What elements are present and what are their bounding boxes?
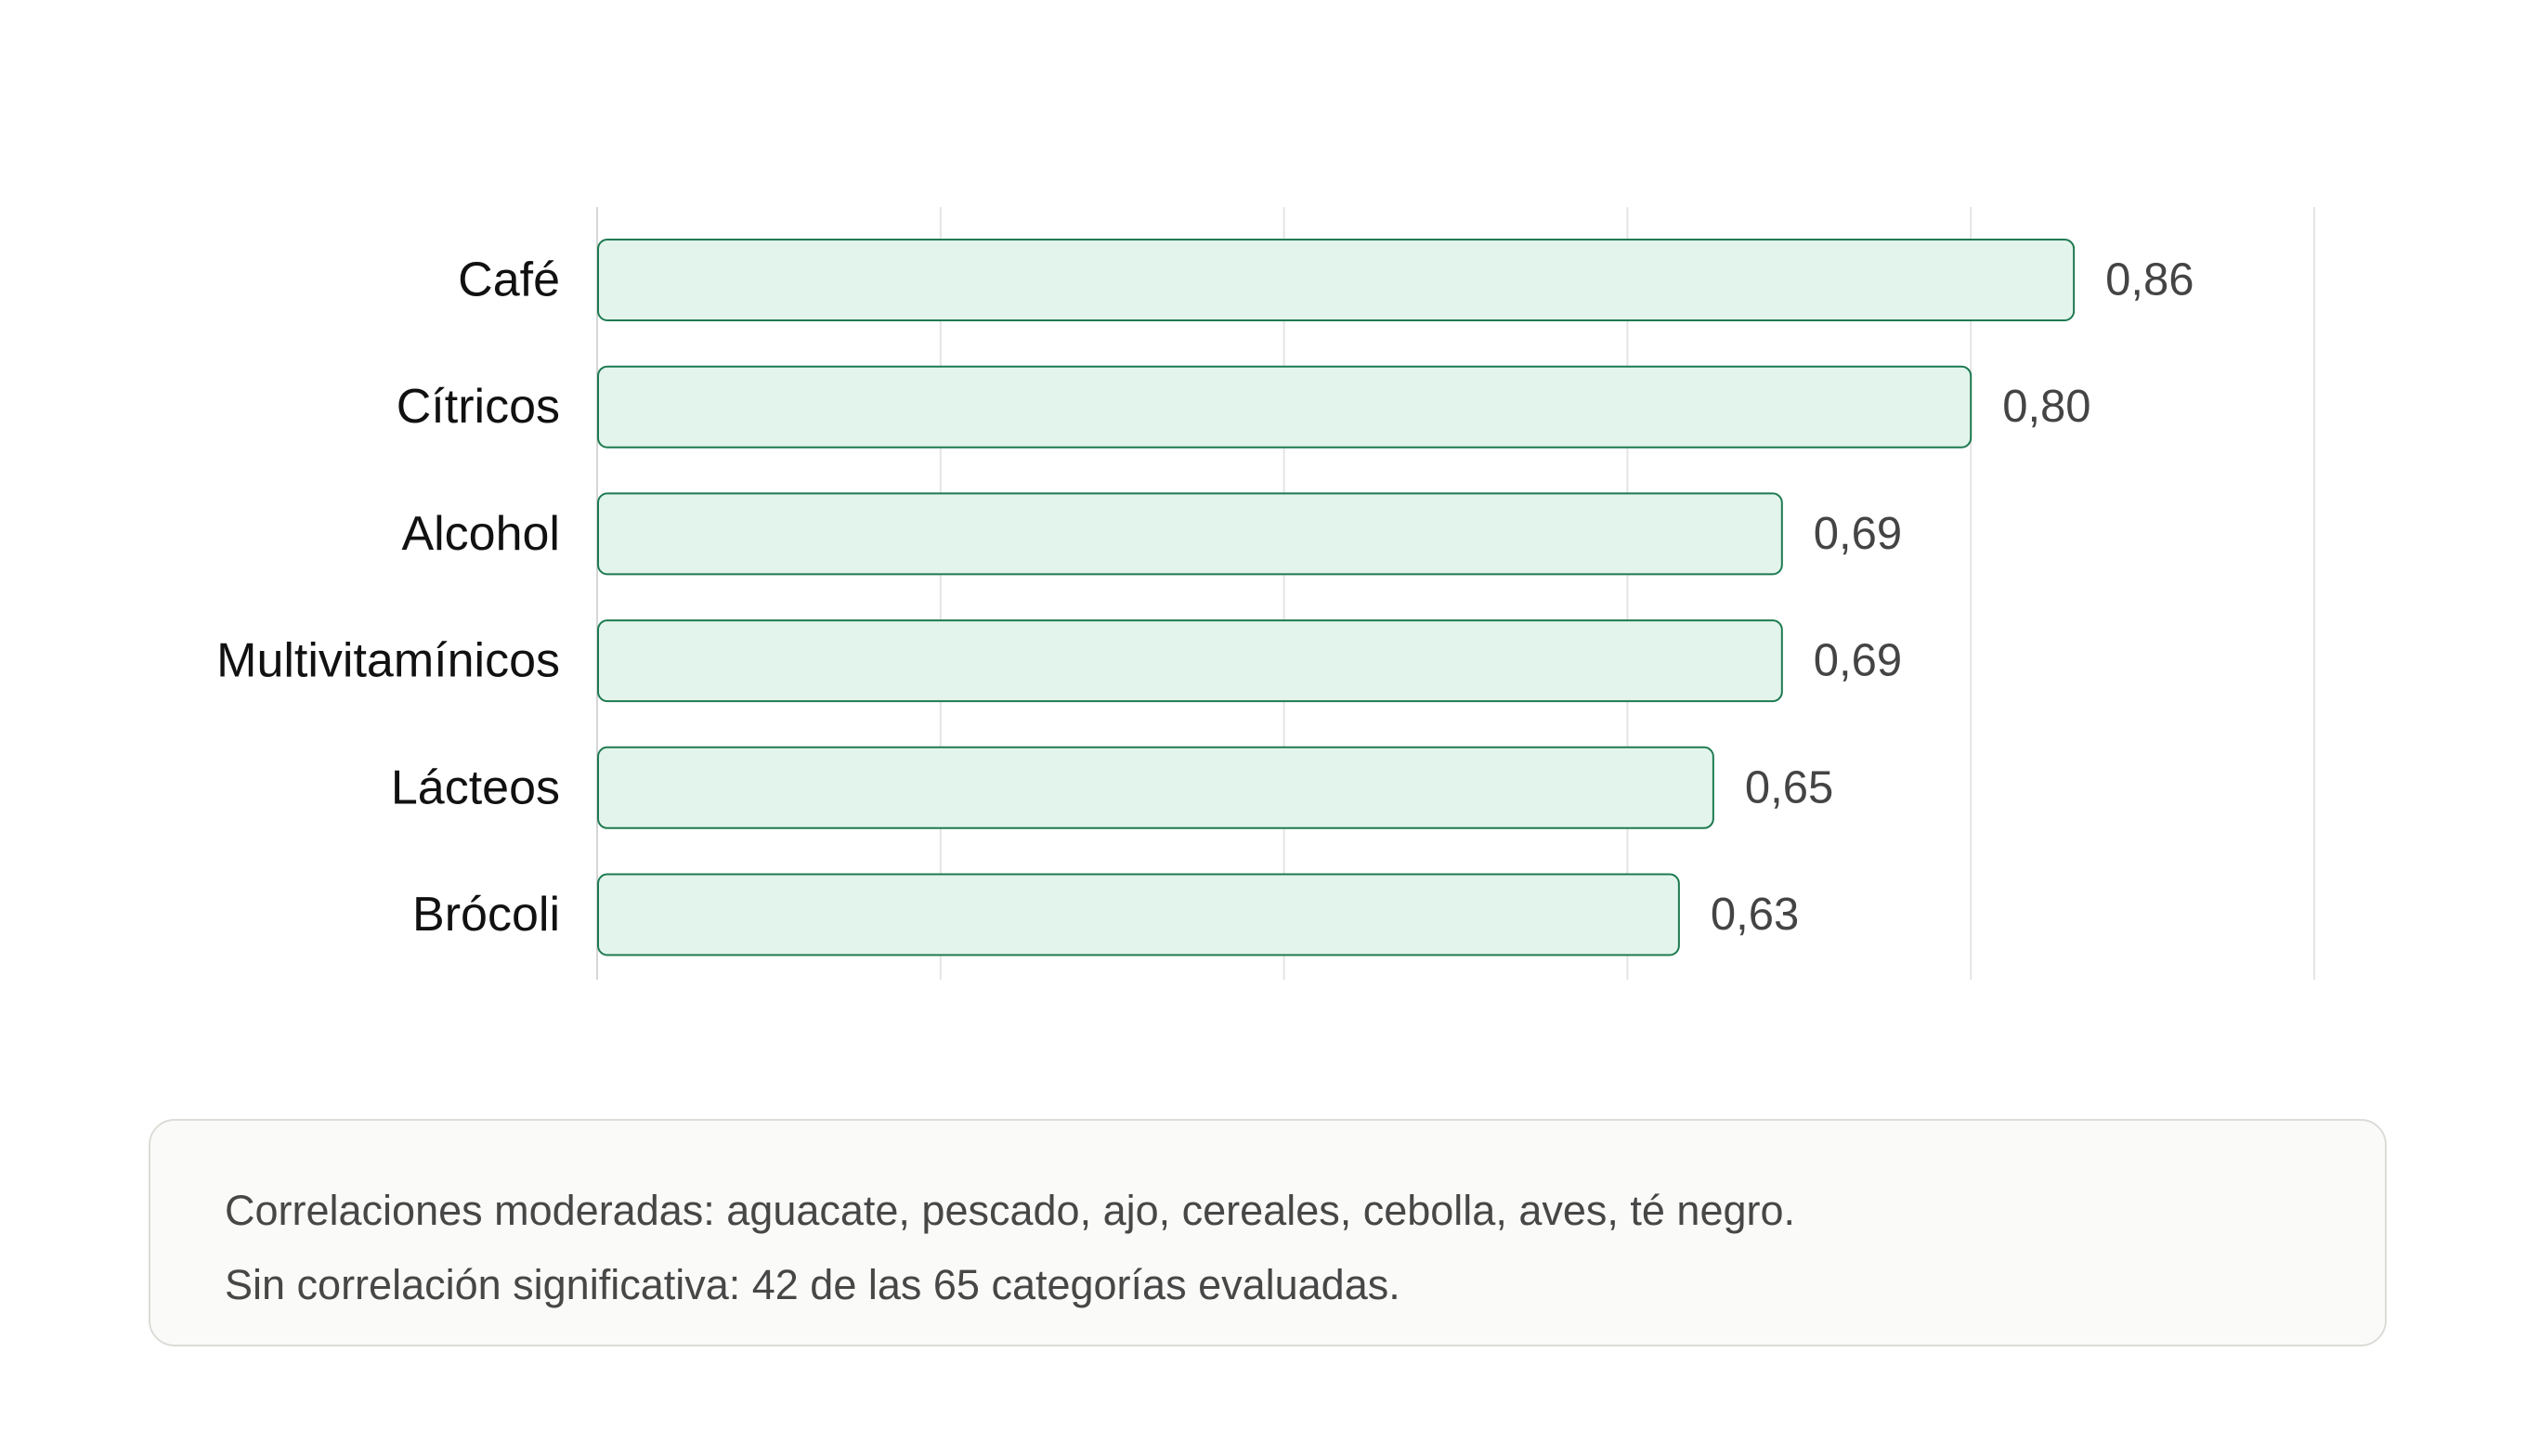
value-label: 0,63 (1711, 890, 1799, 940)
category-label: Cítricos (397, 380, 560, 434)
tick-label: 0,6 (1597, 997, 1657, 1003)
bar (597, 873, 1680, 956)
note-line-nonsignificant: Sin correlación significativa: 42 de las… (225, 1261, 1400, 1308)
bar (597, 365, 1973, 448)
value-label: 0,86 (2105, 255, 2194, 306)
category-label: Alcohol (401, 507, 560, 561)
bar (597, 619, 1783, 703)
x-axis-ticks: 0 0,2 0,4 0,6 0,8 1,0 (585, 997, 2344, 1003)
category-label: Lácteos (391, 760, 560, 814)
gridlines (596, 207, 2315, 980)
tick-label: 0 (585, 997, 609, 1003)
category-label: Multivitamínicos (216, 634, 560, 688)
tick-label: 1,0 (2285, 997, 2344, 1003)
bar (597, 239, 2076, 321)
category-label: Café (458, 254, 560, 307)
labels: Café 0,86 Cítricos 0,80 Alcohol 0,69 Multivita… (216, 254, 2194, 942)
bar (597, 746, 1714, 829)
tick-label: 0,4 (1255, 997, 1314, 1003)
tick-label: 0,2 (911, 997, 970, 1003)
value-label: 0,69 (1814, 636, 1902, 686)
notes-box: Correlaciones moderadas: aguacate, pesca… (149, 1119, 2387, 1346)
bars (597, 239, 2076, 956)
tick-label: 0,8 (1941, 997, 2000, 1003)
value-label: 0,65 (1745, 762, 1833, 812)
category-label: Brócoli (412, 888, 560, 942)
note-line-moderate: Correlaciones moderadas: aguacate, pesca… (225, 1187, 1796, 1234)
value-label: 0,69 (1814, 509, 1902, 559)
bar (597, 492, 1783, 576)
value-label: 0,80 (2002, 382, 2090, 432)
